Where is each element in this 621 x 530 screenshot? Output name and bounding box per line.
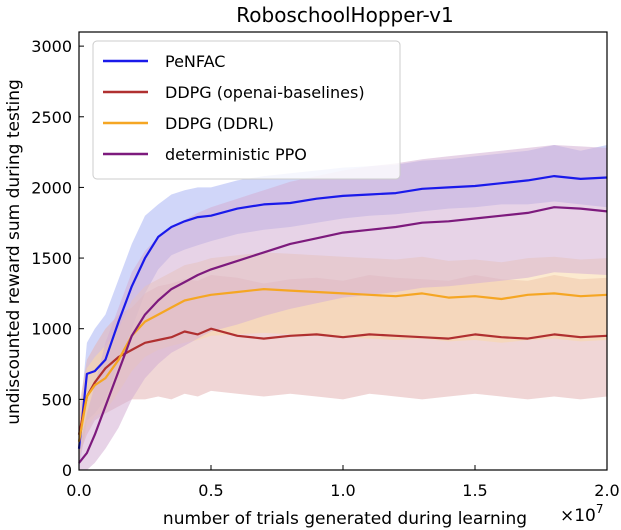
legend-label: DDPG (DDRL) (165, 114, 274, 133)
x-multiplier-base: ×10 (560, 506, 596, 526)
line-series-0 (77, 175, 608, 449)
y-tick-label: 2500 (31, 108, 72, 127)
series-lines (77, 175, 608, 464)
line-series-3 (78, 206, 608, 464)
y-tick-label: 1000 (31, 320, 72, 339)
x-tick-label: 1.5 (462, 481, 487, 500)
chart-title: RoboschoolHopper-v1 (236, 3, 453, 27)
x-tick-label: 0.5 (198, 481, 223, 500)
line-series-2 (77, 288, 608, 442)
band-series-3 (79, 145, 607, 470)
legend: PeNFAC DDPG (openai-baselines) DDPG (DDRL)… (92, 40, 401, 180)
legend-box (92, 40, 401, 180)
x-axis-ticks: 0.0 0.5 1.0 1.5 2.0 (66, 465, 620, 500)
legend-label: deterministic PPO (165, 145, 307, 164)
y-tick-label: 3000 (31, 37, 72, 56)
y-tick-label: 0 (62, 461, 72, 480)
y-axis-label: undiscounted reward sum during testing (4, 79, 24, 425)
x-axis-label: number of trials generated during learni… (163, 509, 527, 529)
x-tick-label: 0.0 (66, 481, 91, 500)
y-tick-label: 1500 (31, 249, 72, 268)
confidence-bands (79, 145, 607, 470)
x-tick-label: 2.0 (594, 481, 619, 500)
line-series-1 (77, 327, 608, 435)
y-axis-ticks: 0 500 1000 1500 2000 2500 3000 (31, 37, 84, 480)
x-axis-multiplier: ×107 (560, 502, 604, 526)
x-tick-label: 1.0 (330, 481, 355, 500)
legend-label: PeNFAC (165, 52, 225, 71)
legend-label: DDPG (openai-baselines) (165, 83, 365, 102)
x-multiplier-exponent: 7 (596, 502, 604, 516)
y-tick-label: 2000 (31, 178, 72, 197)
y-tick-label: 500 (41, 390, 72, 409)
